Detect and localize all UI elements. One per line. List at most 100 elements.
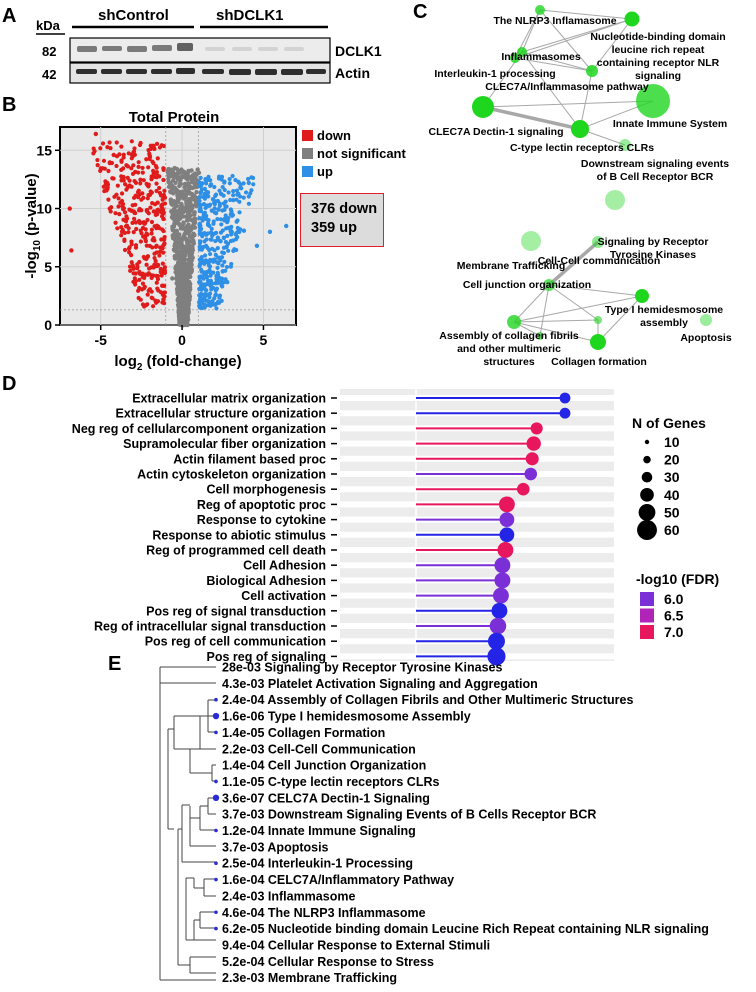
dendrogram-term-label: 9.4e-04 Cellular Response to External St… <box>222 938 490 952</box>
node-innate <box>636 84 670 118</box>
branch <box>194 878 216 897</box>
volcano-point-down <box>138 239 143 244</box>
volcano-point-up <box>241 228 247 233</box>
volcano-point-up <box>219 255 225 260</box>
ytick-label: 0 <box>44 317 52 333</box>
volcano-point-ns <box>180 267 186 273</box>
label-apoptosis: Apoptosis <box>680 332 731 344</box>
branch <box>167 728 174 830</box>
dendrogram-term-label: 1.6e-06 Type I hemidesmosome Assembly <box>222 710 471 724</box>
band <box>176 68 195 74</box>
volcano-point-down <box>119 233 124 238</box>
lollipop-dot <box>494 572 511 589</box>
volcano-point-down <box>146 192 151 198</box>
volcano-point-up <box>243 190 249 195</box>
volcano-point-up <box>209 302 215 307</box>
volcano-point-down <box>159 273 164 278</box>
volcano-point-ns <box>185 177 190 182</box>
volcano-point-up <box>220 184 225 190</box>
summary-down: 376 down <box>311 201 378 217</box>
legend-swatch-up <box>302 166 313 177</box>
volcano-point-down <box>129 208 134 214</box>
volcano-point-down <box>95 163 100 168</box>
volcano-point-down <box>140 281 146 286</box>
volcano-point-ns <box>189 168 194 173</box>
protein-label-dclk1: DCLK1 <box>335 43 382 59</box>
volcano-point-ns <box>183 227 188 232</box>
volcano-point-up <box>201 258 206 264</box>
volcano-point-down <box>115 226 120 231</box>
volcano-point-down <box>131 163 136 168</box>
volcano-point-ns <box>177 242 182 247</box>
node-ctype <box>571 120 589 138</box>
volcano-point-ns <box>187 281 193 287</box>
volcano-point-up <box>231 248 236 253</box>
lollipop-dot <box>492 587 509 604</box>
edge <box>539 284 550 337</box>
lollipop-marks <box>416 392 571 666</box>
branch <box>177 828 182 965</box>
volcano-point-up <box>246 194 251 199</box>
volcano-point-down <box>125 175 130 180</box>
edge <box>548 284 643 297</box>
size-legend-dot <box>644 439 650 445</box>
lollipop-category-label: Pos reg of signal transduction <box>146 604 326 618</box>
dendrogram-term-label: 2.5e-04 Interleukin-1 Processing <box>222 857 413 871</box>
lollipop-dot <box>498 496 515 513</box>
volcano-point-up <box>218 239 223 244</box>
volcano-point-down <box>119 144 124 149</box>
dendrogram-term-label: 3.7e-03 Downstream Signaling Events of B… <box>222 808 596 822</box>
volcano-point-down <box>133 243 139 248</box>
volcano-point-up <box>209 226 214 231</box>
volcano-point-up <box>220 263 225 268</box>
volcano-point-ns <box>192 232 197 238</box>
volcano-point-up <box>267 229 273 235</box>
dendrogram-term-label: 1.4e-05 Collagen Formation <box>222 726 385 740</box>
lollipop-dot <box>526 436 541 451</box>
volcano-point-down <box>142 304 147 309</box>
volcano-point-up <box>212 184 217 190</box>
volcano-point-down <box>144 207 150 213</box>
volcano-ylabel: -log10 (p-value) <box>23 173 43 278</box>
volcano-point-up <box>214 306 219 311</box>
volcano-point-down <box>155 200 160 205</box>
edge <box>521 9 541 53</box>
dclk1-faint-bands <box>205 47 304 51</box>
volcano-point-up <box>222 187 227 193</box>
volcano-point-up <box>230 173 235 179</box>
volcano-point-down <box>154 188 159 194</box>
volcano-point-down <box>131 266 136 271</box>
volcano-point-ns <box>183 299 189 304</box>
volcano-point-ns <box>176 215 181 221</box>
volcano-point-down <box>133 279 138 284</box>
marker-42: 42 <box>42 67 56 82</box>
volcano-point-up <box>246 180 251 186</box>
volcano-point-up <box>224 244 229 249</box>
label-nod: Nucleotide-binding domain leucine rich re… <box>590 31 725 82</box>
volcano-point-up <box>197 257 202 262</box>
volcano-point-down <box>147 287 152 292</box>
volcano-point-down <box>124 163 129 168</box>
volcano-point-down <box>151 161 156 166</box>
volcano-point-ns <box>182 181 188 187</box>
lollipop-category-label: Response to cytokine <box>197 513 326 527</box>
lollipop-category-label: Actin cytoskeleton organization <box>137 468 326 482</box>
volcano-point-down <box>150 245 155 250</box>
volcano-point-down <box>145 254 151 259</box>
volcano-point-up <box>204 217 209 222</box>
volcano-point-down <box>160 261 165 266</box>
network-labels: The NLRP3 Inflamasome Nucleotide-binding… <box>429 15 732 368</box>
volcano-point-down <box>160 202 165 207</box>
volcano-point-down <box>162 242 167 247</box>
label-bcr: Downstream signaling events of B Cell Rec… <box>581 158 729 183</box>
volcano-point-ns <box>170 228 176 233</box>
volcano-point-up <box>210 233 215 238</box>
volcano-point-up <box>214 273 219 278</box>
volcano-point-up <box>234 219 239 224</box>
volcano-point-up <box>238 185 243 190</box>
volcano-point-down <box>154 273 159 278</box>
volcano-point-down <box>129 166 134 171</box>
edge <box>591 18 633 72</box>
volcano-point-up <box>197 240 203 246</box>
lollipop-dot <box>494 557 511 574</box>
